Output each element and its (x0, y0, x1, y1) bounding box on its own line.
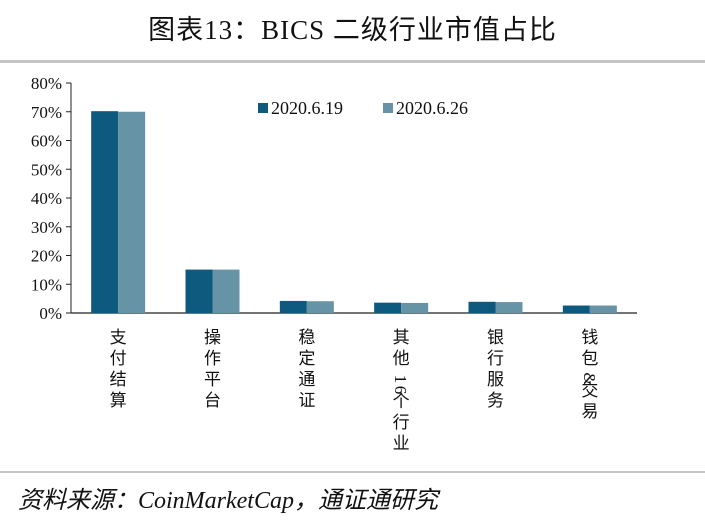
bar-2020.6.26 (118, 111, 146, 313)
x-category-label-char: 算 (110, 391, 127, 410)
y-tick-label: 80% (31, 74, 62, 93)
bar-2020.6.19 (562, 305, 590, 313)
x-category-label-char: 他 (393, 349, 410, 368)
bar-2020.6.26 (589, 305, 617, 313)
legend-swatch (258, 103, 268, 113)
x-category-label-char: 平 (204, 370, 221, 389)
x-category-label-char: 操 (204, 328, 221, 347)
bar-2020.6.19 (374, 302, 402, 313)
x-category-label-char: 易 (581, 402, 598, 421)
legend-label: 2020.6.19 (271, 98, 343, 118)
x-category-label-char: 交 (581, 381, 598, 400)
x-category-label-char: 银 (487, 328, 504, 347)
x-category-label-char: 稳 (298, 328, 315, 347)
bar-2020.6.19 (468, 301, 496, 313)
x-category-label-char: 台 (204, 391, 221, 410)
x-category-label-char: 支 (110, 328, 127, 347)
bar-2020.6.26 (401, 302, 429, 313)
x-category-label-char: 通 (298, 370, 315, 389)
x-category-label-char: 1 (391, 375, 410, 384)
x-category-label-char: 其 (393, 328, 410, 347)
y-tick-label: 20% (31, 247, 62, 266)
x-category-label-char: 定 (298, 349, 315, 368)
x-category-label-char: 作 (204, 349, 221, 368)
x-category-label-char: 包 (581, 349, 598, 368)
x-category-label-char: 6 (391, 386, 410, 395)
legend-swatch (383, 103, 393, 113)
bar-2020.6.19 (185, 269, 213, 313)
y-tick-label: 40% (31, 189, 62, 208)
y-tick-label: 0% (39, 304, 62, 323)
source-note: 资料来源：CoinMarketCap，通证通研究 (18, 488, 438, 514)
x-category-label-char: 业 (393, 434, 410, 453)
y-tick-label: 30% (31, 218, 62, 237)
bar-2020.6.26 (495, 302, 523, 313)
x-category-label-char: 结 (110, 370, 127, 389)
chart-title: 图表13：BICS 二级行业市值占比 (148, 15, 557, 45)
x-category-label-char: 行 (393, 413, 410, 432)
x-category-label-char: & (580, 372, 599, 385)
bar-2020.6.26 (212, 269, 240, 313)
bar-2020.6.19 (279, 300, 307, 313)
y-tick-label: 10% (31, 275, 62, 294)
legend-label: 2020.6.26 (396, 98, 468, 118)
bar-2020.6.26 (306, 301, 334, 313)
y-tick-label: 50% (31, 160, 62, 179)
y-tick-label: 70% (31, 103, 62, 122)
x-category-label-char: 钱 (581, 328, 598, 347)
bar-2020.6.19 (91, 111, 119, 313)
top-divider (0, 60, 705, 63)
y-tick-label: 60% (31, 132, 62, 151)
x-category-label-char: 证 (298, 391, 315, 410)
x-category-label-char: 务 (487, 391, 504, 410)
x-category-label-char: 服 (487, 370, 504, 389)
x-category-label-char: 付 (110, 349, 127, 368)
x-category-label-char: 个 (393, 392, 410, 411)
x-category-label-char: 行 (487, 349, 504, 368)
bottom-divider (0, 471, 705, 473)
